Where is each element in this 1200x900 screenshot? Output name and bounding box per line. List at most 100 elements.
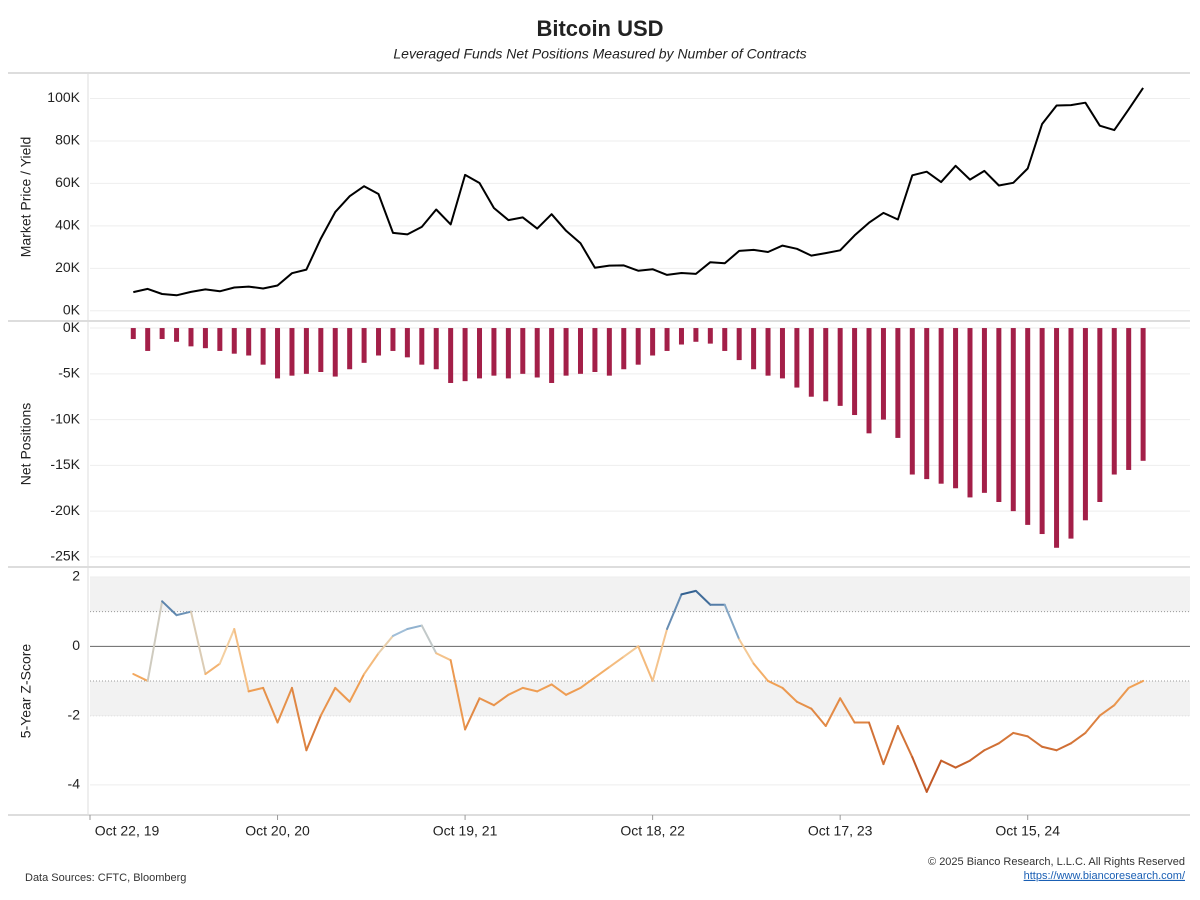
line-segment <box>839 697 856 724</box>
bar <box>260 328 266 365</box>
bar <box>419 328 425 365</box>
line-segment <box>420 624 438 655</box>
line-segment <box>305 714 322 752</box>
line-segment <box>492 693 510 707</box>
bar <box>303 328 309 374</box>
bar <box>563 328 569 376</box>
line-segment <box>1127 679 1145 689</box>
line-segment <box>752 662 770 682</box>
line-segment <box>868 721 885 766</box>
bar <box>722 328 728 351</box>
bar <box>404 328 410 358</box>
bar <box>924 328 930 480</box>
line-segment <box>218 628 236 665</box>
bar <box>448 328 454 383</box>
y-tick-label: -4 <box>68 776 81 792</box>
line-segment <box>738 638 755 665</box>
bar <box>650 328 656 356</box>
y-tick-label: 60K <box>55 174 81 190</box>
bar <box>1054 328 1060 548</box>
bar <box>159 328 165 340</box>
bar <box>1025 328 1031 525</box>
bar <box>332 328 338 377</box>
line-segment <box>233 628 250 693</box>
bar <box>909 328 915 475</box>
y-tick-label: -25K <box>50 548 80 564</box>
copyright: © 2025 Bianco Research, L.L.C. All Right… <box>928 856 1185 868</box>
line-segment <box>1069 731 1087 745</box>
line-segment <box>983 742 1000 752</box>
line-segment <box>1113 686 1130 707</box>
y-tick-label: -2 <box>68 706 81 722</box>
bar <box>621 328 627 370</box>
line-segment <box>810 707 827 727</box>
line-segment <box>449 659 467 731</box>
bar <box>361 328 367 363</box>
line-segment <box>911 756 928 793</box>
y-tick-label: -20K <box>50 502 80 518</box>
line-segment <box>189 610 207 676</box>
bar <box>880 328 886 420</box>
bar <box>794 328 800 388</box>
x-tick-label: Oct 18, 22 <box>620 823 685 839</box>
bar <box>736 328 742 361</box>
bar <box>462 328 468 382</box>
bar <box>866 328 872 434</box>
line-segment <box>1026 735 1044 748</box>
bar <box>852 328 858 416</box>
line-segment <box>550 683 568 696</box>
bar <box>996 328 1002 502</box>
line-segment <box>391 628 409 637</box>
bar <box>967 328 973 498</box>
x-tick-label: Oct 20, 20 <box>245 823 310 839</box>
y-tick-label: 40K <box>55 217 81 233</box>
y-tick-label: 20K <box>55 259 81 275</box>
chart-title: Bitcoin USD <box>536 16 663 41</box>
line-segment <box>204 662 221 676</box>
line-segment <box>997 731 1015 745</box>
bar <box>779 328 785 379</box>
bar <box>188 328 194 347</box>
bar <box>145 328 151 351</box>
bar <box>376 328 382 356</box>
bar <box>577 328 583 374</box>
website-link[interactable]: https://www.biancoresearch.com/ <box>1024 870 1186 882</box>
bar <box>635 328 641 365</box>
line-segment <box>363 652 380 676</box>
line-segment <box>348 673 366 703</box>
line-segment <box>723 603 741 641</box>
bar <box>202 328 208 349</box>
line-segment <box>579 676 596 689</box>
bar <box>1097 328 1103 502</box>
line-segment <box>334 686 351 703</box>
line-segment <box>132 673 149 682</box>
bar <box>130 328 136 340</box>
line-segment <box>161 600 178 617</box>
line-segment <box>651 628 669 682</box>
bar <box>895 328 901 438</box>
bar <box>1140 328 1146 461</box>
bar <box>549 328 555 383</box>
y-tick-label: -10K <box>50 410 80 426</box>
line-segment <box>680 589 697 596</box>
y-tick-label: 0K <box>63 302 81 318</box>
chart-subtitle: Leveraged Funds Net Positions Measured b… <box>393 46 806 62</box>
line-segment <box>1012 731 1029 738</box>
line-segment <box>767 679 784 689</box>
bar <box>433 328 439 370</box>
bar <box>1010 328 1016 512</box>
bar <box>981 328 987 493</box>
bar <box>275 328 281 379</box>
bar <box>231 328 237 354</box>
bar <box>390 328 396 351</box>
bar <box>217 328 223 351</box>
bar <box>1068 328 1074 539</box>
line-segment <box>608 655 625 669</box>
line-segment <box>175 610 192 617</box>
price-line <box>133 87 1144 297</box>
line-segment <box>954 759 971 769</box>
bar <box>1082 328 1088 521</box>
bar <box>823 328 829 402</box>
line-segment <box>521 686 539 693</box>
bar <box>347 328 353 370</box>
